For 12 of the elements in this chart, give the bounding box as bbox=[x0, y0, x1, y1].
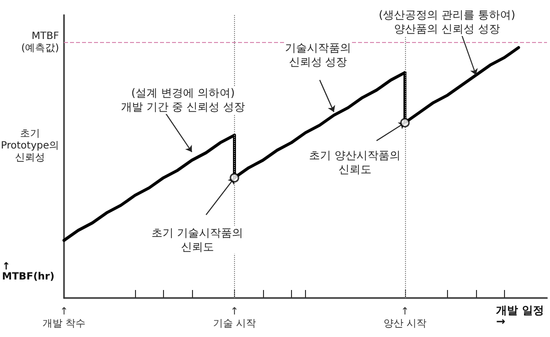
ref-line-label: MTBF (예측값) bbox=[21, 31, 60, 54]
annotation: 기술시작품의 신뢰성 성장 bbox=[285, 42, 351, 68]
x-tick-label: ↑ 기술 시작 bbox=[212, 306, 256, 330]
x-axis-title: 개발 일정 → bbox=[496, 304, 544, 328]
text: 초기 Prototype의 신뢰성 bbox=[0, 128, 60, 164]
annotation: 초기 기술시작품의 신뢰도 bbox=[152, 226, 244, 254]
text: (생산공정의 관리를 통하여) 양산품의 신뢰성 성장 bbox=[378, 8, 516, 36]
annotation: (설계 변경에 의하여) 개발 기간 중 신뢰성 성장 bbox=[121, 86, 245, 114]
x-tick-label: ↑ 개발 착수 bbox=[42, 306, 86, 330]
x-tick-label: ↑ 양산 시작 bbox=[383, 306, 427, 330]
y-axis-title: ↑ MTBF(hr) bbox=[2, 262, 54, 282]
annotation: 초기 양산시작품의 신뢰도 bbox=[309, 149, 401, 176]
